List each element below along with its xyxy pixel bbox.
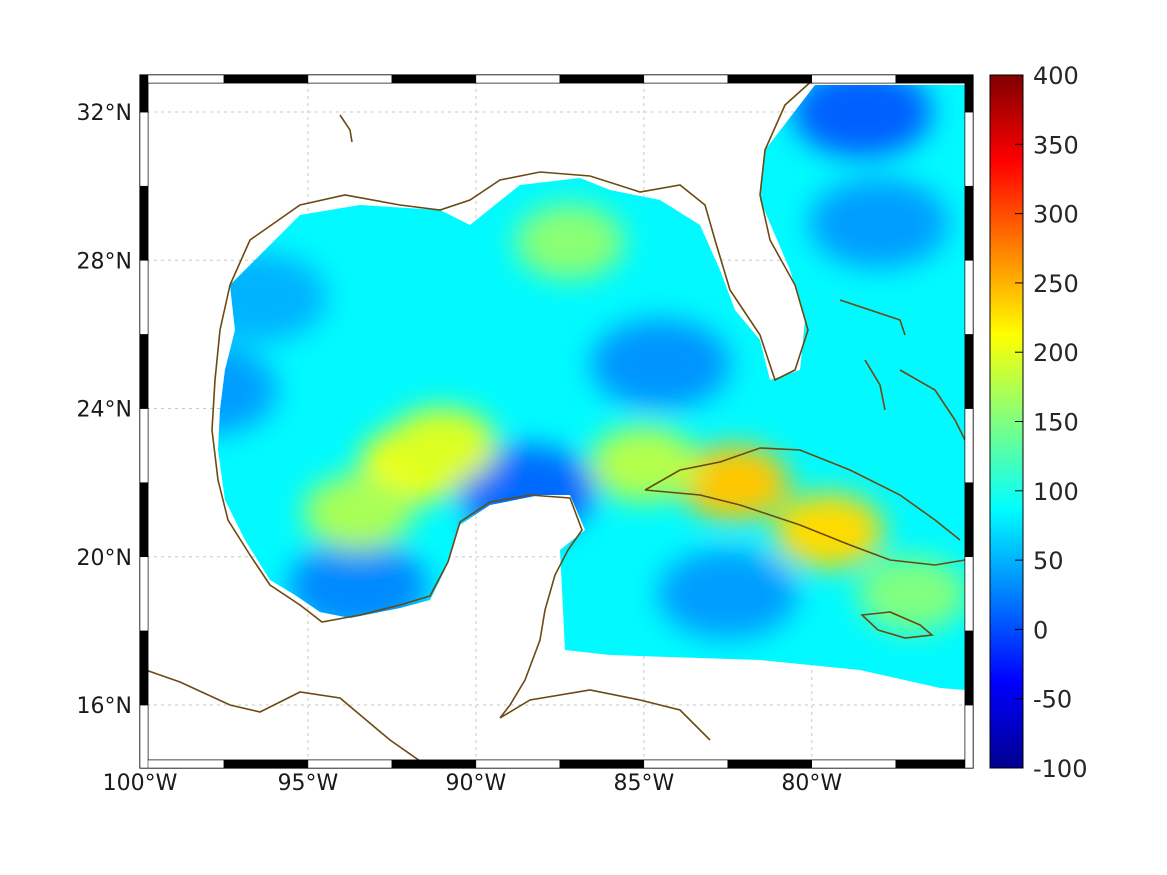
low-region — [808, 178, 949, 269]
colorbar-tick-label: -100 — [1033, 755, 1087, 783]
border-segment — [559, 759, 645, 769]
border-segment — [964, 704, 974, 769]
border-segment — [307, 74, 393, 84]
border-segment — [964, 111, 974, 187]
border-segment — [964, 482, 974, 558]
high-region — [514, 203, 625, 280]
checkered-border — [139, 74, 974, 769]
border-segment — [139, 260, 149, 335]
border-segment — [811, 74, 896, 84]
border-segment — [964, 334, 974, 409]
border-segment — [964, 260, 974, 335]
low-region — [288, 541, 429, 632]
border-segment — [223, 74, 309, 84]
border-segment — [139, 111, 149, 187]
y-tick-label: 16°N — [77, 694, 132, 719]
border-segment — [727, 74, 813, 84]
border-segment — [964, 630, 974, 706]
high-region — [773, 492, 884, 569]
border-segment — [475, 74, 561, 84]
high-region — [387, 407, 498, 484]
border-segment — [223, 759, 309, 769]
border-segment — [643, 759, 729, 769]
border-segment — [307, 759, 393, 769]
border-segment — [139, 759, 225, 769]
border-segment — [727, 759, 813, 769]
x-tick-labels: 100°W 95°W 90°W 85°W 80°W — [103, 771, 843, 796]
border-segment — [391, 74, 477, 84]
border-segment — [139, 185, 149, 261]
border-segment — [964, 74, 974, 113]
colorbar-tick-label: 0 — [1033, 616, 1048, 644]
border-segment — [964, 556, 974, 632]
colorbar-tick-label: 300 — [1033, 201, 1079, 229]
high-region — [588, 426, 699, 503]
low-region — [792, 85, 933, 158]
colorbar-tick-label: 350 — [1033, 131, 1079, 159]
border-segment — [811, 759, 896, 769]
colorbar-tick-label: 200 — [1033, 339, 1079, 367]
x-tick-label: 80°W — [781, 771, 842, 796]
border-segment — [139, 334, 149, 409]
y-tick-label: 32°N — [77, 101, 132, 126]
border-segment — [139, 704, 149, 769]
border-segment — [475, 759, 561, 769]
high-region — [857, 555, 965, 632]
y-tick-label: 28°N — [77, 249, 132, 274]
colorbar-tick-label: 100 — [1033, 478, 1079, 506]
border-segment — [139, 408, 149, 483]
colorbar-tick-label: 50 — [1033, 547, 1064, 575]
high-region — [679, 444, 790, 521]
x-tick-label: 100°W — [103, 771, 178, 796]
colorbar-tick-label: 250 — [1033, 270, 1079, 298]
border-segment — [139, 556, 149, 632]
border-segment — [643, 74, 729, 84]
border-segment — [895, 759, 974, 769]
y-tick-label: 24°N — [77, 398, 132, 423]
colorbar-tick-label: -50 — [1033, 686, 1072, 714]
high-region — [303, 474, 414, 551]
low-region — [590, 319, 731, 410]
x-tick-label: 95°W — [278, 771, 339, 796]
border-segment — [139, 74, 149, 113]
coastlines — [139, 77, 966, 769]
low-region — [657, 548, 798, 639]
colorbar: 400 350 300 250 200 150 100 50 0 -50 -100 — [989, 62, 1087, 783]
data-field — [218, 85, 965, 690]
border-segment — [964, 185, 974, 261]
colorbar-ticks: 400 350 300 250 200 150 100 50 0 -50 -100 — [1015, 62, 1087, 783]
x-tick-label: 85°W — [613, 771, 674, 796]
border-segment — [559, 74, 645, 84]
border-segment — [964, 408, 974, 483]
border-segment — [391, 759, 477, 769]
x-tick-label: 90°W — [446, 771, 507, 796]
y-tick-labels: 32°N 28°N 24°N 20°N 16°N — [77, 101, 132, 719]
low-region — [218, 345, 278, 435]
border-segment — [139, 630, 149, 706]
y-tick-label: 20°N — [77, 546, 132, 571]
colorbar-tick-label: 400 — [1033, 62, 1079, 90]
border-segment — [895, 74, 974, 84]
border-segment — [139, 482, 149, 558]
border-segment — [139, 74, 225, 84]
colorbar-tick-label: 150 — [1033, 409, 1079, 437]
